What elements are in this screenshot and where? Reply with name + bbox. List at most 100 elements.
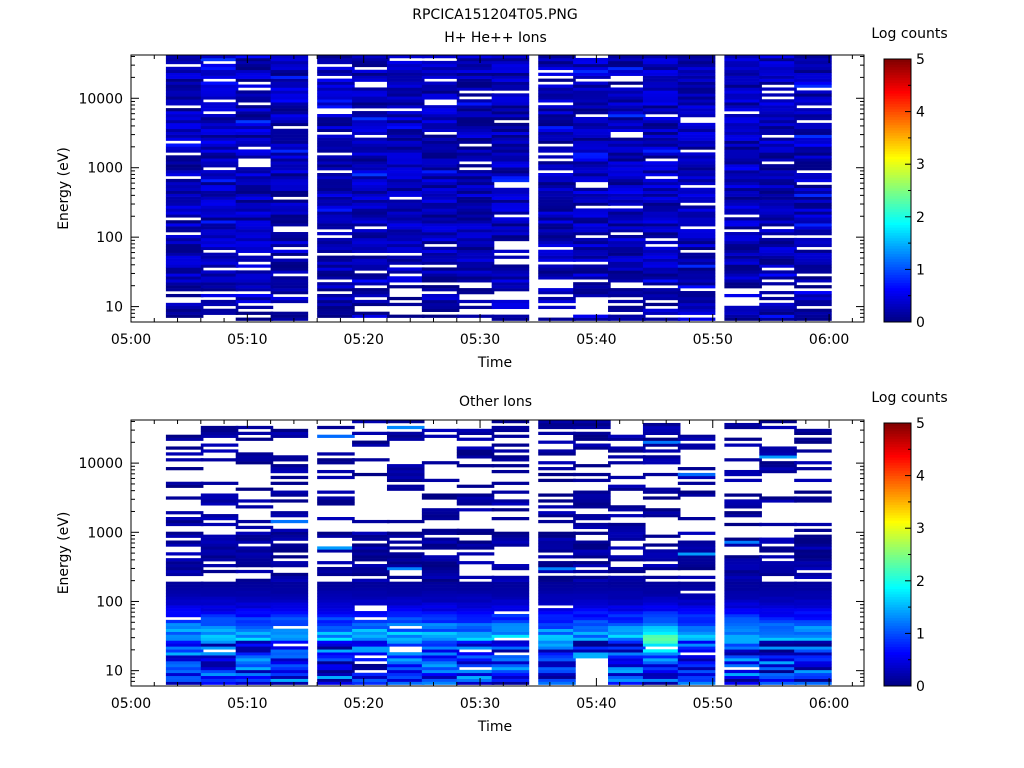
- spectrogram-cell: [317, 90, 355, 94]
- spectrogram-cell: [573, 478, 611, 483]
- spectrogram-cell: [491, 93, 530, 97]
- spectrogram-cell: [386, 596, 425, 600]
- spectrogram-cell: [677, 69, 716, 73]
- spectrogram-cell: [317, 308, 355, 312]
- spectrogram-cell: [386, 214, 425, 218]
- spectrogram-cell: [200, 555, 239, 559]
- spectrogram-cell: [642, 57, 681, 62]
- spectrogram-cell: [724, 511, 762, 515]
- spectrogram-cell: [759, 619, 797, 624]
- colorbar-step: [884, 491, 911, 495]
- spectrogram-cell: [794, 314, 832, 318]
- spectrogram-cell: [421, 434, 460, 438]
- spectrogram-cell: [573, 490, 611, 494]
- spectrogram-cell: [794, 467, 832, 471]
- spectrogram-cell: [270, 581, 309, 585]
- spectrogram-cell: [573, 270, 611, 274]
- spectrogram-cell: [677, 108, 716, 112]
- spectrogram-cell: [317, 134, 355, 138]
- spectrogram-cell: [352, 637, 390, 641]
- spectrogram-cell: [677, 187, 716, 192]
- spectrogram-cell: [270, 270, 309, 274]
- spectrogram-cell: [573, 108, 611, 112]
- colorbar-step: [884, 567, 911, 571]
- spectrogram-cell: [270, 314, 309, 318]
- spectrogram-cell: [608, 96, 646, 100]
- spectrogram-cell: [386, 240, 425, 245]
- spectrogram-cell: [724, 646, 762, 650]
- colorbar-tick-label: 4: [916, 105, 925, 121]
- spectrogram-cell: [386, 249, 425, 253]
- spectrogram-cell: [794, 264, 832, 268]
- spectrogram-cell: [317, 669, 355, 674]
- spectrogram-cell: [456, 116, 495, 121]
- spectrogram-cell: [608, 608, 646, 612]
- x-axis-label: Time: [477, 719, 512, 735]
- spectrogram-cell: [270, 282, 309, 286]
- spectrogram-cell: [165, 446, 204, 450]
- spectrogram-cell: [352, 643, 390, 647]
- spectrogram-cell: [456, 616, 495, 621]
- spectrogram-cell: [200, 175, 239, 180]
- spectrogram-cell: [317, 590, 355, 594]
- spectrogram-cell: [235, 276, 274, 280]
- spectrogram-cell: [677, 437, 716, 441]
- spectrogram-cell: [270, 519, 309, 524]
- spectrogram-cell: [642, 267, 681, 271]
- spectrogram-cell: [794, 655, 832, 659]
- spectrogram-cell: [491, 196, 530, 200]
- spectrogram-cell: [456, 446, 495, 450]
- spectrogram-cell: [794, 249, 832, 253]
- spectrogram-cell: [608, 658, 646, 662]
- spectrogram-cell: [538, 569, 576, 574]
- spectrogram-cell: [352, 128, 390, 133]
- spectrogram-cell: [235, 646, 274, 650]
- spectrogram-cell: [538, 584, 576, 588]
- spectrogram-cell: [642, 608, 681, 612]
- spectrogram-cell: [608, 255, 646, 259]
- spectrogram-cell: [456, 114, 495, 118]
- spectrogram-cell: [456, 640, 495, 644]
- spectrogram-cell: [386, 105, 425, 109]
- spectrogram-cell: [386, 173, 425, 177]
- spectrogram-cell: [352, 564, 390, 568]
- spectrogram-cell: [724, 167, 762, 171]
- spectrogram-cell: [538, 193, 576, 197]
- spectrogram-cell: [386, 81, 425, 85]
- spectrogram-cell: [759, 237, 797, 242]
- spectrogram-cell: [677, 279, 716, 283]
- spectrogram-cell: [491, 299, 530, 304]
- spectrogram-cell: [270, 111, 309, 115]
- spectrogram-cell: [235, 288, 274, 292]
- spectrogram-cell: [759, 605, 797, 609]
- spectrogram-cell: [608, 155, 646, 159]
- spectrogram-cell: [421, 55, 460, 59]
- spectrogram-cell: [608, 237, 646, 242]
- spectrogram-cell: [759, 628, 797, 632]
- spectrogram-cell: [270, 258, 309, 262]
- spectrogram-cell: [200, 125, 239, 130]
- colorbar-step: [884, 433, 911, 437]
- spectrogram-cell: [608, 305, 646, 310]
- spectrogram-cell: [759, 446, 797, 450]
- spectrogram-cell: [724, 243, 762, 248]
- spectrogram-cell: [608, 652, 646, 656]
- spectrogram-cell: [235, 519, 274, 524]
- spectrogram-cell: [386, 149, 425, 153]
- spectrogram-cell: [421, 478, 460, 483]
- spectrogram-cell: [386, 469, 425, 474]
- spectrogram-cell: [677, 646, 716, 650]
- spectrogram-cell: [724, 66, 762, 71]
- spectrogram-cell: [642, 487, 681, 491]
- spectrogram-cell: [724, 193, 762, 197]
- spectrogram-cell: [317, 584, 355, 588]
- spectrogram-cell: [491, 226, 530, 230]
- spectrogram-cell: [352, 102, 390, 106]
- spectrogram-cell: [386, 111, 425, 115]
- spectrogram-cell: [352, 681, 390, 685]
- spectrogram-cell: [608, 669, 646, 674]
- spectrogram-cell: [386, 205, 425, 209]
- colorbar-step: [884, 441, 911, 445]
- spectrogram-cell: [270, 199, 309, 203]
- spectrogram-cell: [270, 161, 309, 165]
